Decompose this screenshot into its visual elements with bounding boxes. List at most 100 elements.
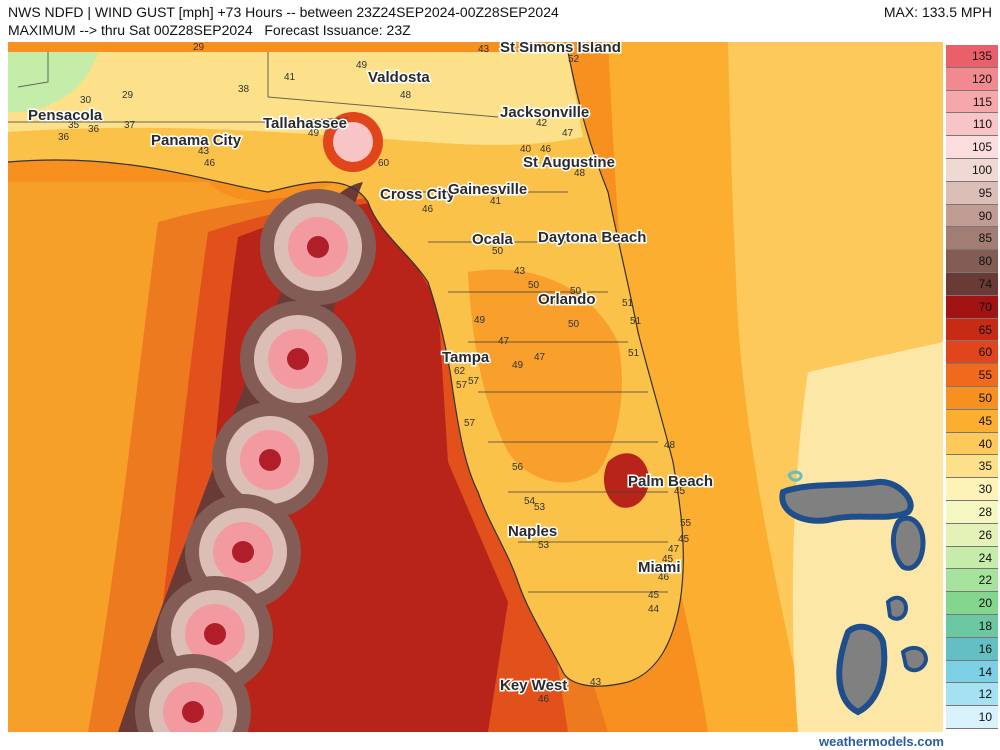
legend-swatch: 22 bbox=[946, 569, 998, 593]
city-label: St Augustine bbox=[523, 154, 615, 171]
legend-label: 100 bbox=[971, 163, 992, 177]
station-value: 35 bbox=[68, 120, 80, 131]
station-value: 49 bbox=[308, 128, 320, 139]
legend-swatch: 24 bbox=[946, 546, 998, 570]
legend-label: 14 bbox=[978, 664, 992, 679]
legend-swatch: 100 bbox=[946, 159, 998, 182]
city-label: Valdosta bbox=[368, 69, 430, 86]
station-value: 52 bbox=[568, 54, 580, 65]
legend-label: 70 bbox=[978, 299, 992, 314]
station-value: 44 bbox=[648, 604, 660, 615]
eye-position-2 bbox=[240, 301, 356, 417]
station-value: 51 bbox=[622, 298, 634, 309]
station-value: 46 bbox=[540, 144, 552, 155]
legend-swatch: 16 bbox=[946, 637, 998, 661]
legend-label: 20 bbox=[978, 596, 992, 611]
legend-label: 26 bbox=[978, 527, 992, 542]
station-value: 29 bbox=[193, 42, 205, 53]
city-label: St Simons Island bbox=[500, 42, 621, 56]
station-value: 57 bbox=[464, 418, 476, 429]
legend-label: 18 bbox=[978, 619, 992, 633]
legend-swatch: 55 bbox=[946, 364, 998, 387]
city-label: Miami bbox=[638, 559, 681, 576]
central-florida-band bbox=[468, 269, 622, 483]
station-value: 50 bbox=[570, 286, 582, 297]
city-label: Pensacola bbox=[28, 107, 103, 124]
florida-landmass bbox=[8, 52, 684, 687]
bimini-cay bbox=[787, 470, 803, 482]
legend-swatch: 65 bbox=[946, 318, 998, 342]
legend-swatch: 50 bbox=[946, 387, 998, 410]
legend-label: 135 bbox=[971, 49, 992, 63]
andros-island bbox=[836, 623, 888, 716]
small-cay bbox=[885, 595, 909, 621]
station-value: 48 bbox=[400, 90, 412, 101]
legend-label: 22 bbox=[978, 573, 992, 588]
legend-label: 110 bbox=[972, 117, 992, 132]
eye-position-6 bbox=[135, 654, 251, 732]
legend-swatch: 40 bbox=[946, 432, 998, 456]
legend-label: 95 bbox=[978, 185, 992, 200]
legend-label: 74 bbox=[978, 277, 992, 291]
station-value: 48 bbox=[664, 440, 676, 451]
legend-label: 10 bbox=[978, 710, 992, 725]
station-value: 49 bbox=[356, 60, 368, 71]
station-value: 57 bbox=[468, 376, 480, 387]
abaco-island bbox=[890, 515, 926, 571]
station-value: 50 bbox=[492, 246, 504, 257]
city-labels: St Simons Island Valdosta Pensacola Panama … bbox=[27, 42, 715, 696]
legend-label: 50 bbox=[978, 391, 992, 405]
legend-label: 120 bbox=[971, 71, 992, 86]
station-value: 53 bbox=[538, 540, 550, 551]
legend-label: 45 bbox=[978, 413, 992, 428]
city-label: Gainesville bbox=[448, 181, 527, 198]
station-value: 57 bbox=[456, 380, 468, 391]
legend-swatch: 120 bbox=[946, 67, 998, 91]
legend-swatch: 110 bbox=[946, 113, 998, 137]
map-title: NWS NDFD | WIND GUST [mph] +73 Hours -- … bbox=[8, 4, 559, 20]
legend-label: 55 bbox=[978, 368, 992, 383]
bahamas-islands bbox=[779, 470, 929, 716]
station-value: 53 bbox=[534, 502, 546, 513]
legend-swatch: 105 bbox=[946, 136, 998, 159]
station-value: 47 bbox=[498, 336, 510, 347]
legend-swatch: 26 bbox=[946, 523, 998, 547]
city-label: Orlando bbox=[538, 291, 596, 308]
station-value: 46 bbox=[422, 204, 434, 215]
forecast-map: 29 43 52 49 41 38 30 29 35 36 37 36 46 43 48 49 60 42 47 40… bbox=[8, 42, 943, 732]
legend-swatch: 74 bbox=[946, 273, 998, 296]
station-value: 46 bbox=[538, 694, 550, 705]
bahamas-shelf-region bbox=[792, 342, 943, 732]
legend-swatch: 35 bbox=[946, 455, 998, 479]
legend-swatch: 30 bbox=[946, 478, 998, 501]
station-value: 62 bbox=[454, 366, 466, 377]
station-value: 43 bbox=[478, 44, 490, 55]
legend-swatch: 45 bbox=[946, 409, 998, 433]
city-label: Ocala bbox=[472, 231, 514, 248]
alabama-county-line bbox=[17, 52, 49, 88]
landfall-hotspot-inner bbox=[333, 122, 373, 162]
source-credit: weathermodels.com bbox=[819, 734, 944, 749]
station-value: 36 bbox=[88, 124, 100, 135]
station-value: 45 bbox=[662, 554, 674, 565]
legend-label: 24 bbox=[978, 550, 992, 565]
station-value: 29 bbox=[122, 90, 134, 101]
legend-label: 30 bbox=[978, 482, 992, 497]
station-value: 30 bbox=[80, 95, 92, 106]
hurricane-track bbox=[118, 182, 376, 732]
legend-label: 65 bbox=[978, 322, 992, 337]
legend-swatch: 95 bbox=[946, 181, 998, 205]
legend-swatch: 115 bbox=[946, 90, 998, 114]
station-value: 38 bbox=[238, 84, 250, 95]
station-value: 36 bbox=[58, 132, 70, 143]
legend-swatch: 20 bbox=[946, 592, 998, 615]
florida-state-line bbox=[8, 117, 349, 123]
alabama-low-gust-patch bbox=[8, 52, 98, 112]
lake-okeechobee-gust-max bbox=[604, 453, 649, 508]
legend-swatch: 12 bbox=[946, 683, 998, 707]
legend-swatch: 70 bbox=[946, 295, 998, 319]
station-value: 47 bbox=[668, 544, 680, 555]
legend-label: 85 bbox=[978, 231, 992, 246]
station-value: 40 bbox=[520, 144, 532, 155]
